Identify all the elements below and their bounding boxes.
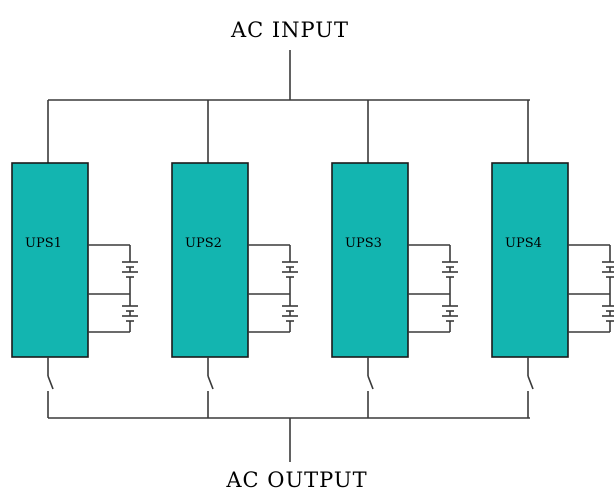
battery-cell-icon xyxy=(122,315,138,322)
battery-cell-icon xyxy=(122,271,138,278)
ups-label-2: UPS2 xyxy=(185,236,222,251)
battery-cell-icon xyxy=(602,315,614,322)
battery-cell-icon xyxy=(122,305,138,312)
ups-label-1: UPS1 xyxy=(25,236,62,251)
battery-cell-icon xyxy=(602,271,614,278)
ups-box-2 xyxy=(171,162,249,358)
switch-icon xyxy=(527,375,534,390)
battery-cell-icon xyxy=(282,315,298,322)
battery-cell-icon xyxy=(442,271,458,278)
ups-box-4 xyxy=(491,162,569,358)
ups-module-3: UPS3 xyxy=(331,100,458,418)
switch-icon xyxy=(367,375,374,390)
battery-cell-icon xyxy=(282,271,298,278)
ups-label-4: UPS4 xyxy=(505,236,542,251)
ups-module-2: UPS2 xyxy=(171,100,298,418)
ac-input-label: AC INPUT xyxy=(230,18,349,42)
battery-cell-icon xyxy=(282,305,298,312)
battery-cell-icon xyxy=(602,305,614,312)
ups-label-3: UPS3 xyxy=(345,236,382,251)
switch-icon xyxy=(47,375,54,390)
battery-cell-icon xyxy=(602,261,614,268)
battery-cell-icon xyxy=(282,261,298,268)
ups-box-3 xyxy=(331,162,409,358)
battery-cell-icon xyxy=(442,261,458,268)
battery-cell-icon xyxy=(442,315,458,322)
switch-icon xyxy=(207,375,214,390)
ups-module-1: UPS1 xyxy=(11,100,138,418)
ups-box-1 xyxy=(11,162,89,358)
battery-cell-icon xyxy=(122,261,138,268)
ups-module-4: UPS4 xyxy=(491,100,614,418)
ac-output-label: AC OUTPUT xyxy=(225,468,367,492)
battery-cell-icon xyxy=(442,305,458,312)
ups-units: UPS1 UPS2 UPS3 UPS4 xyxy=(11,100,614,418)
